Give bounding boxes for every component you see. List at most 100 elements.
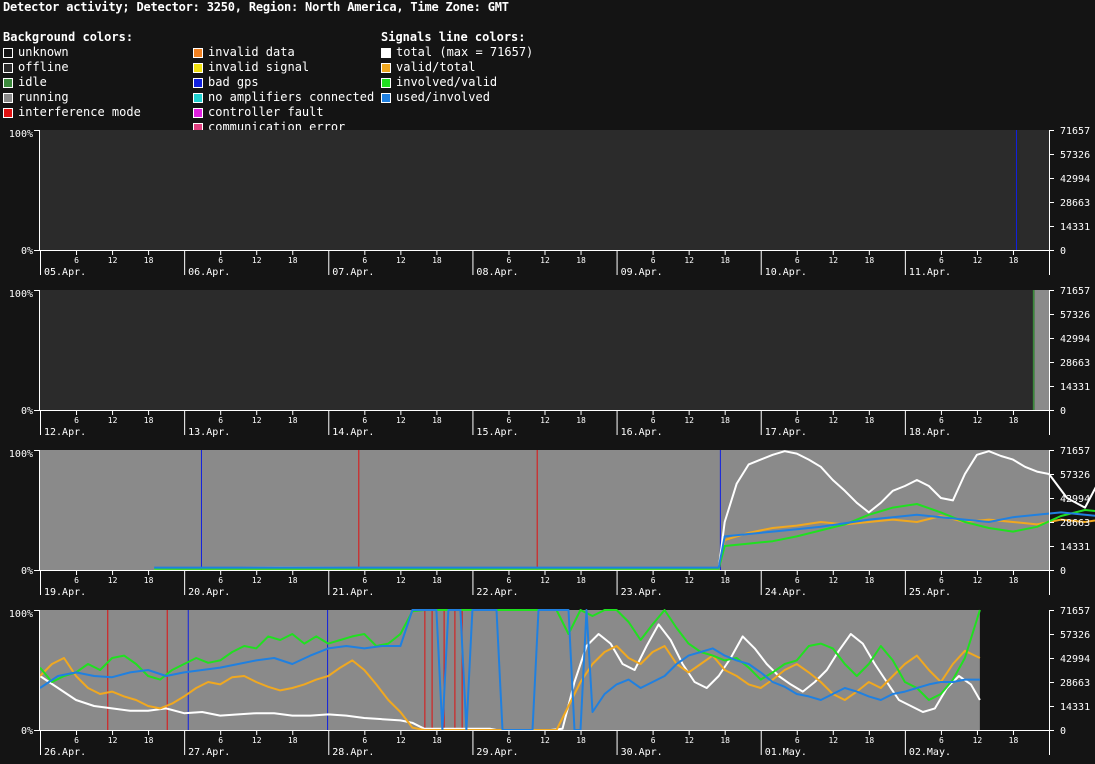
signals-legend-item-label: total (max = 71657) [396, 45, 534, 59]
background-legend-item: controller fault [193, 105, 374, 120]
right-axis-label: 14331 [1060, 542, 1090, 553]
background-legend-item-label: unknown [18, 45, 69, 59]
hour-tick-label: 12 [828, 736, 838, 745]
signals-legend-item-swatch [381, 47, 391, 58]
hour-tick-label: 6 [74, 736, 79, 745]
series-line-involved-valid [154, 503, 1095, 570]
hour-tick-label: 18 [865, 736, 875, 745]
hour-tick-label: 12 [684, 416, 694, 425]
series-line-total [154, 450, 1095, 570]
day-label: 01.May. [765, 747, 807, 758]
hour-tick-label: 6 [507, 416, 512, 425]
hour-tick-label: 18 [576, 576, 586, 585]
right-axis-label: 14331 [1060, 702, 1090, 713]
hour-tick-label: 6 [795, 576, 800, 585]
background-segment [1034, 290, 1049, 410]
hour-tick-label: 12 [396, 736, 406, 745]
hour-tick-label: 18 [576, 736, 586, 745]
right-axis-label: 71657 [1060, 126, 1090, 137]
hour-tick-label: 18 [432, 416, 442, 425]
hour-tick-label: 18 [288, 736, 298, 745]
day-label: 24.Apr. [765, 587, 807, 598]
background-segment [40, 130, 1049, 250]
background-legend-item: no amplifiers connected [193, 90, 374, 105]
hour-tick-label: 18 [720, 416, 730, 425]
hour-tick-label: 12 [973, 576, 983, 585]
left-axis-label: 100% [9, 129, 33, 140]
hour-tick-label: 6 [651, 576, 656, 585]
right-axis-label: 57326 [1060, 470, 1090, 481]
hour-tick-label: 12 [684, 256, 694, 265]
background-legend-item: interference mode [3, 105, 141, 120]
hour-tick-label: 6 [651, 256, 656, 265]
series-line-valid-total [154, 515, 1095, 570]
hour-tick-label: 18 [1009, 576, 1019, 585]
background-legend-item-swatch [193, 77, 203, 88]
series-line-valid-total [39, 645, 981, 731]
hour-tick-label: 12 [252, 736, 262, 745]
signals-legend-item: total (max = 71657) [381, 45, 533, 60]
right-axis-label: 28663 [1060, 198, 1090, 209]
hour-tick-label: 12 [108, 256, 118, 265]
hour-tick-label: 12 [684, 736, 694, 745]
hour-tick-label: 12 [108, 736, 118, 745]
hour-tick-label: 12 [396, 256, 406, 265]
series-line-involved-valid [39, 609, 981, 701]
hour-tick-label: 18 [865, 416, 875, 425]
hour-tick-label: 12 [396, 576, 406, 585]
hour-tick-label: 18 [144, 256, 154, 265]
background-legend-item-swatch [3, 62, 13, 73]
hour-tick-label: 6 [939, 736, 944, 745]
hour-tick-label: 12 [540, 736, 550, 745]
day-label: 05.Apr. [44, 267, 86, 278]
hour-tick-label: 6 [939, 416, 944, 425]
page-title: Detector activity; Detector: 3250, Regio… [3, 0, 509, 14]
signals-legend-item: valid/total [381, 60, 533, 75]
day-label: 06.Apr. [188, 267, 230, 278]
background-legend-item: bad gps [193, 75, 374, 90]
signals-legend-item-swatch [381, 62, 391, 73]
background-legend-item: running [3, 90, 141, 105]
hour-tick-label: 18 [144, 736, 154, 745]
day-label: 08.Apr. [476, 267, 518, 278]
right-axis-label: 42994 [1060, 334, 1090, 345]
hour-tick-label: 12 [540, 416, 550, 425]
hour-tick-label: 6 [507, 736, 512, 745]
signals-legend-item: involved/valid [381, 75, 533, 90]
hour-tick-label: 18 [288, 256, 298, 265]
hour-tick-label: 6 [218, 736, 223, 745]
hour-tick-label: 12 [540, 576, 550, 585]
right-axis-label: 28663 [1060, 678, 1090, 689]
day-label: 02.May. [909, 747, 951, 758]
background-segment [1032, 290, 1035, 410]
hour-tick-label: 18 [288, 576, 298, 585]
hour-tick-label: 12 [973, 736, 983, 745]
hour-tick-label: 18 [432, 736, 442, 745]
hour-tick-label: 12 [828, 416, 838, 425]
right-axis-label: 0 [1060, 406, 1066, 417]
hour-tick-label: 6 [507, 256, 512, 265]
hour-tick-label: 12 [252, 256, 262, 265]
day-label: 17.Apr. [765, 427, 807, 438]
background-legend-item-label: offline [18, 60, 69, 74]
day-label: 21.Apr. [332, 587, 374, 598]
background-legend-item-swatch [193, 62, 203, 73]
left-axis-label: 0% [21, 406, 33, 417]
day-label: 30.Apr. [621, 747, 663, 758]
hour-tick-label: 6 [362, 736, 367, 745]
left-axis-label: 0% [21, 566, 33, 577]
background-legend-item-label: interference mode [18, 105, 141, 119]
signals-legend-item-label: involved/valid [396, 75, 498, 89]
day-label: 18.Apr. [909, 427, 951, 438]
background-legend-item: invalid signal [193, 60, 374, 75]
background-legend-rows-a: unknown offline idle running interference mo… [3, 45, 141, 120]
hour-tick-label: 12 [540, 256, 550, 265]
background-legend-item-label: invalid data [208, 45, 295, 59]
right-axis-label: 42994 [1060, 494, 1090, 505]
hour-tick-label: 12 [252, 576, 262, 585]
day-label: 25.Apr. [909, 587, 951, 598]
background-legend-2: invalid data invalid signal bad gps no ampl… [193, 30, 374, 135]
background-legend-item-label: no amplifiers connected [208, 90, 375, 104]
hour-tick-label: 18 [720, 736, 730, 745]
hour-tick-label: 18 [1009, 736, 1019, 745]
